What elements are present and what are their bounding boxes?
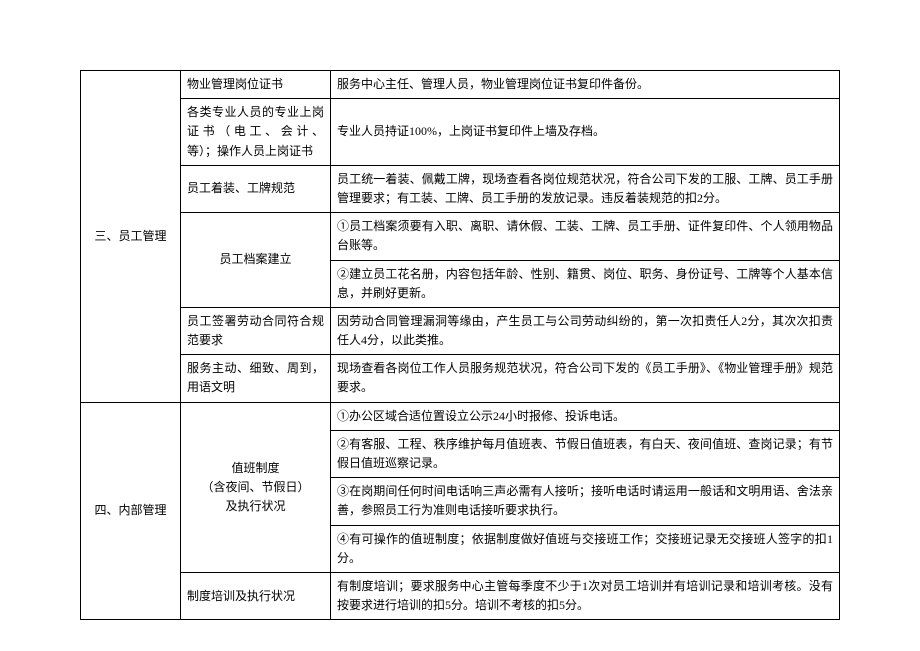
s3-desc-0: 服务中心主任、管理人员，物业管理岗位证书复印件备份。: [331, 71, 840, 99]
s4-item-1: 制度培训及执行状况: [181, 572, 331, 619]
document-page: { "section3": { "title": "三、员工管理", "rows…: [0, 0, 920, 651]
s4-d4: ④有可操作的值班制度；依据制度做好值班与交接班工作；交接班记录无交接班人签字的扣…: [331, 525, 840, 572]
s4-item-0: 值班制度 （含夜间、节假日） 及执行状况: [181, 402, 331, 572]
s3-desc-3b: ②建立员工花名册，内容包括年龄、性别、籍贯、岗位、职务、身份证号、工牌等个人基本…: [331, 260, 840, 307]
s3-item-1: 各类专业人员的专业上岗证书（电工、会计、等）；操作人员上岗证书: [181, 99, 331, 166]
s4-d3: ③在岗期间任何时间电话响三声必需有人接听；接听电话时请运用一般话和文明用语、舍法…: [331, 478, 840, 525]
section4-title: 四、内部管理: [81, 402, 181, 620]
s4-d1: ①办公区域合适位置设立公示24小时报修、投诉电话。: [331, 402, 840, 430]
section3-title: 三、员工管理: [81, 71, 181, 403]
s3-item-5: 服务主动、细致、周到，用语文明: [181, 355, 331, 402]
s3-desc-2: 员工统一着装、佩戴工牌，现场查看各岗位规范状况，符合公司下发的工服、工牌、员工手…: [331, 165, 840, 212]
s3-item-0: 物业管理岗位证书: [181, 71, 331, 99]
s4-d2: ②有客服、工程、秩序维护每月值班表、节假日值班表，有白天、夜间值班、查岗记录；有…: [331, 430, 840, 477]
s3-desc-1: 专业人员持证100%，上岗证书复印件上墙及存档。: [331, 99, 840, 166]
s3-desc-3a: ①员工档案须要有入职、离职、请休假、工装、工牌、员工手册、证件复印件、个人领用物…: [331, 213, 840, 260]
s3-desc-4: 因劳动合同管理漏洞等缘由，产生员工与公司劳动纠纷的，第一次扣责任人2分，其次次扣…: [331, 307, 840, 354]
s3-item-4: 员工签署劳动合同符合规范要求: [181, 307, 331, 354]
s3-item-3: 员工档案建立: [181, 213, 331, 308]
management-table: 三、员工管理 物业管理岗位证书 服务中心主任、管理人员，物业管理岗位证书复印件备…: [80, 70, 840, 620]
s3-desc-5: 现场查看各岗位工作人员服务规范状况，符合公司下发的《员工手册》、《物业管理手册》…: [331, 355, 840, 402]
s4-desc-1: 有制度培训；要求服务中心主管每季度不少于1次对员工培训并有培训记录和培训考核。没…: [331, 572, 840, 619]
s3-item-2: 员工着装、工牌规范: [181, 165, 331, 212]
